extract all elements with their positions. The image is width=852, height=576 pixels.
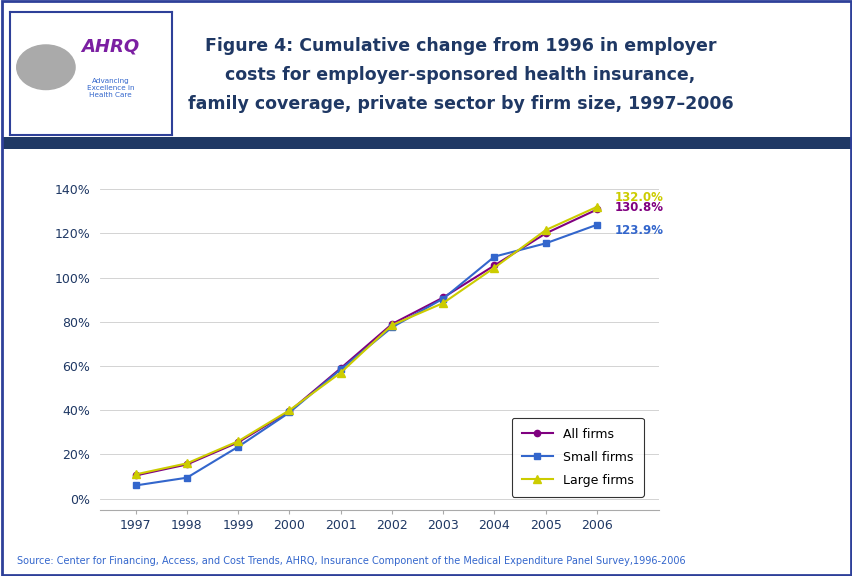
Text: 123.9%: 123.9% [614, 223, 663, 237]
Text: costs for employer-sponsored health insurance,: costs for employer-sponsored health insu… [225, 66, 695, 84]
Text: family coverage, private sector by firm size, 1997–2006: family coverage, private sector by firm … [187, 95, 733, 113]
Text: Figure 4: Cumulative change from 1996 in employer: Figure 4: Cumulative change from 1996 in… [204, 37, 716, 55]
Text: 130.8%: 130.8% [614, 200, 663, 214]
Legend: All firms, Small firms, Large firms: All firms, Small firms, Large firms [511, 418, 643, 497]
Text: AHRQ: AHRQ [82, 37, 140, 55]
Circle shape [17, 45, 75, 89]
Text: Source: Center for Financing, Access, and Cost Trends, AHRQ, Insurance Component: Source: Center for Financing, Access, an… [17, 556, 685, 566]
Text: Advancing
Excellence in
Health Care: Advancing Excellence in Health Care [87, 78, 135, 98]
Text: 132.0%: 132.0% [614, 191, 663, 204]
